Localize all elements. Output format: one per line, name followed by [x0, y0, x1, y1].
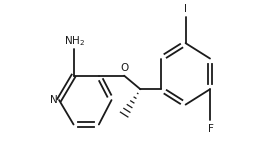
- Text: N: N: [49, 95, 57, 105]
- Text: I: I: [184, 4, 187, 14]
- Text: NH$_2$: NH$_2$: [64, 34, 85, 48]
- Text: O: O: [120, 63, 128, 73]
- Text: F: F: [208, 124, 214, 134]
